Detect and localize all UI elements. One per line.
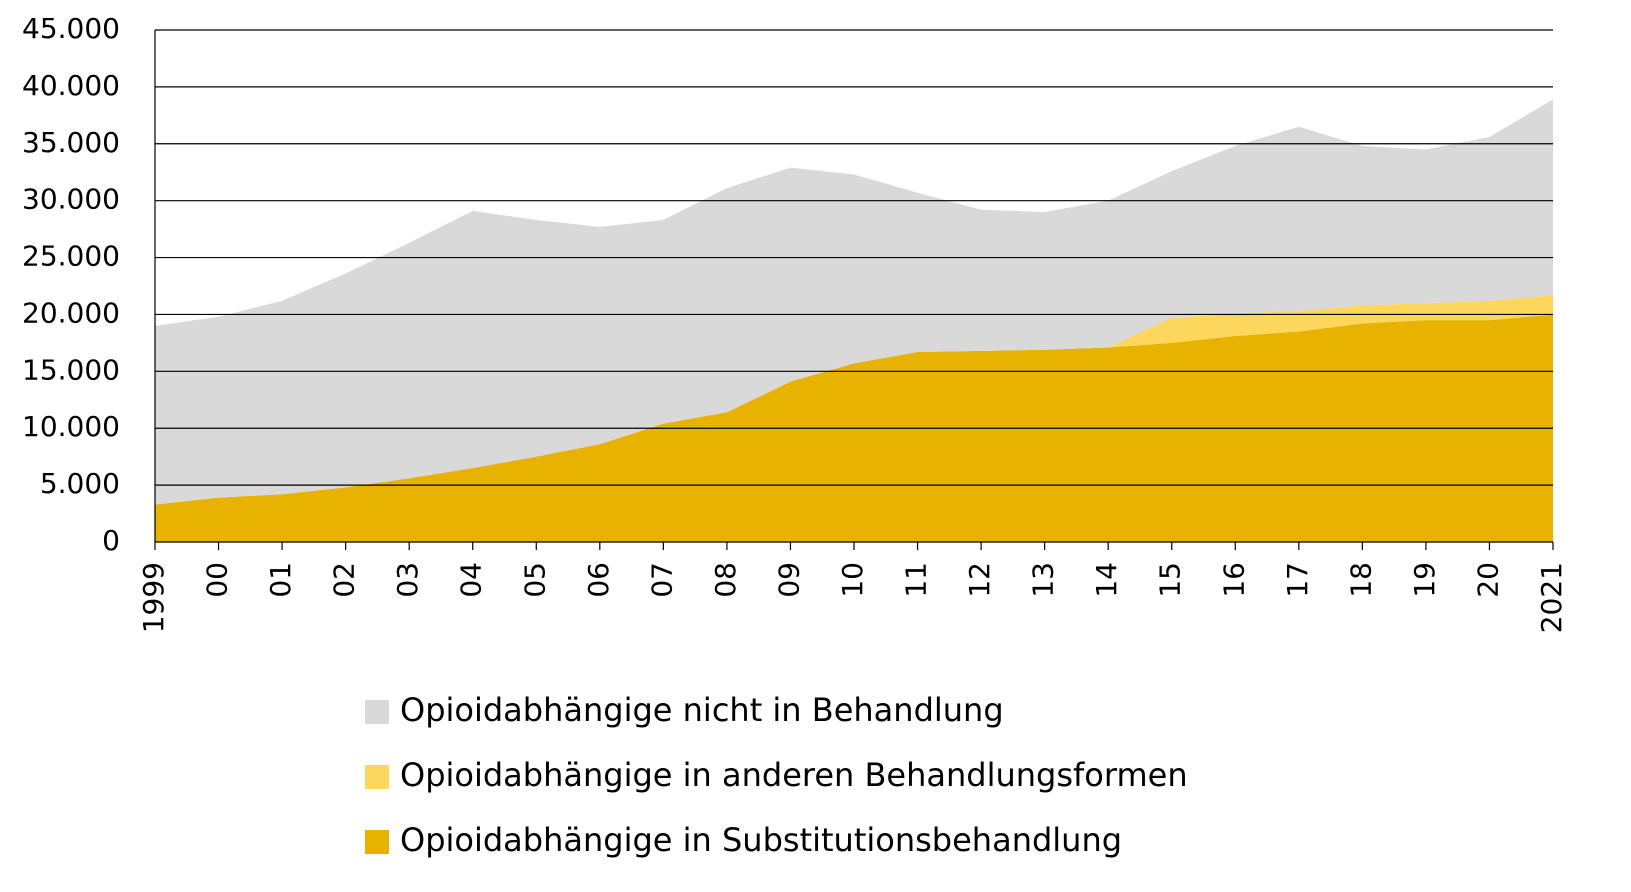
x-tick-label: 17 xyxy=(1281,562,1314,598)
y-tick-label: 15.000 xyxy=(22,353,120,386)
y-tick-label: 0 xyxy=(102,524,120,557)
legend-swatch xyxy=(365,765,389,789)
x-tick-label: 10 xyxy=(836,562,869,598)
x-tick-label: 06 xyxy=(582,562,615,598)
x-tick-label: 05 xyxy=(518,562,551,598)
x-tick-label: 2021 xyxy=(1535,562,1568,633)
y-tick-label: 20.000 xyxy=(22,296,120,329)
x-tick-label: 13 xyxy=(1027,562,1060,598)
x-tick-label: 11 xyxy=(900,562,933,598)
x-tick-label: 09 xyxy=(772,562,805,598)
area xyxy=(155,295,1553,505)
x-tick-label: 16 xyxy=(1217,562,1250,598)
x-tick-label: 14 xyxy=(1090,562,1123,598)
legend-swatch xyxy=(365,700,389,724)
x-tick-label: 1999 xyxy=(137,562,170,633)
y-tick-label: 40.000 xyxy=(22,69,120,102)
y-tick-label: 5.000 xyxy=(40,467,120,500)
x-tick-label: 02 xyxy=(328,562,361,598)
x-tick-label: 20 xyxy=(1471,562,1504,598)
x-tick-label: 04 xyxy=(455,562,488,598)
x-tick-label: 03 xyxy=(391,562,424,598)
y-tick-label: 10.000 xyxy=(22,410,120,443)
legend-label: Opioidabhängige in anderen Behandlungsfo… xyxy=(400,756,1188,794)
x-tick-label: 01 xyxy=(264,562,297,598)
y-tick-label: 35.000 xyxy=(22,126,120,159)
x-tick-label: 08 xyxy=(709,562,742,598)
x-tick-label: 19 xyxy=(1408,562,1441,598)
legend-label: Opioidabhängige nicht in Behandlung xyxy=(400,691,1004,729)
x-tick-label: 07 xyxy=(645,562,678,598)
legend-label: Opioidabhängige in Substitutionsbehandlu… xyxy=(400,821,1122,859)
x-tick-label: 00 xyxy=(201,562,234,598)
y-tick-label: 45.000 xyxy=(22,12,120,45)
legend-swatch xyxy=(365,830,389,854)
y-tick-label: 30.000 xyxy=(22,183,120,216)
y-tick-label: 25.000 xyxy=(22,240,120,273)
x-tick-label: 12 xyxy=(963,562,996,598)
x-tick-label: 18 xyxy=(1344,562,1377,598)
x-tick-label: 15 xyxy=(1154,562,1187,598)
